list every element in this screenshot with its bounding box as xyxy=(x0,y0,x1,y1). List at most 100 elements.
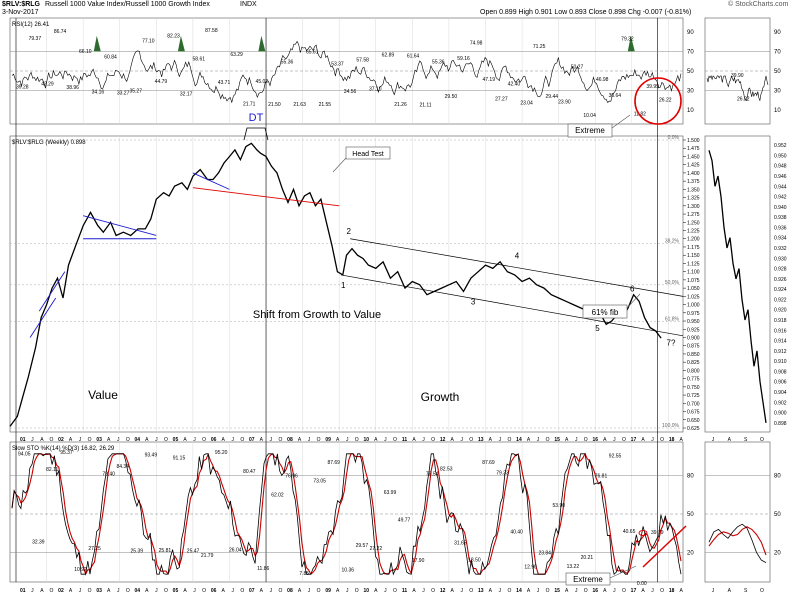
stochastic-value-label: 10.92 xyxy=(74,567,87,573)
stochastic-x-tick-label: O xyxy=(660,588,664,594)
rsi-overbought-fill xyxy=(258,35,266,52)
stochastic-value-label: 73.05 xyxy=(313,478,326,484)
stochastic-inset-x-tick-label: S xyxy=(744,588,748,594)
stochastic-value-label: 78.54 xyxy=(426,471,439,477)
price-x-tick-label: J xyxy=(193,437,196,443)
stochastic-value-label: 25.39 xyxy=(131,549,144,555)
price-x-tick-label: J xyxy=(537,437,540,443)
stochastic-x-tick-label: O xyxy=(126,588,130,594)
price-inset-y-tick-label: 0.912 xyxy=(774,349,787,355)
price-x-tick-label: J xyxy=(117,437,120,443)
price-x-tick-label: 05 xyxy=(173,437,179,443)
stochastic-red-marker xyxy=(638,530,648,536)
price-x-tick-label: A xyxy=(641,437,645,443)
extreme-callout-rsi: Extreme xyxy=(575,126,605,135)
price-y-tick-label: 1.225 xyxy=(687,229,700,235)
price-inset-y-tick-label: 0.928 xyxy=(774,267,787,273)
price-inset-y-tick-label: 0.926 xyxy=(774,277,787,283)
price-y-tick-label: 0.650 xyxy=(687,418,700,424)
price-y-tick-label: 1.400 xyxy=(687,171,700,177)
stochastic-x-tick-label: O xyxy=(546,588,550,594)
rsi-value-label: 86.74 xyxy=(54,29,67,35)
price-x-tick-label: 15 xyxy=(554,437,560,443)
stochastic-value-label: 80.47 xyxy=(243,469,256,475)
stochastic-x-tick-label: A xyxy=(183,588,187,594)
stochastic-value-label: 92.55 xyxy=(609,454,622,460)
stochastic-x-tick-label: 16 xyxy=(593,588,599,594)
price-y-tick-label: 0.875 xyxy=(687,344,700,350)
stochastic-inset-k-line xyxy=(708,523,767,563)
price-x-tick-label: A xyxy=(603,437,607,443)
price-x-tick-label: O xyxy=(546,437,550,443)
double-top-label: DT xyxy=(249,112,264,124)
extreme-callout-box-rsi xyxy=(567,123,613,138)
stochastic-x-tick-label: J xyxy=(231,588,234,594)
price-x-tick-label: A xyxy=(489,437,493,443)
rsi-value-label: 47.19 xyxy=(482,77,495,83)
rsi-value-label: 21.50 xyxy=(268,102,281,108)
price-x-tick-label: O xyxy=(469,437,473,443)
stochastic-x-tick-label: 03 xyxy=(96,588,102,594)
rsi-value-label: 62.89 xyxy=(382,52,395,58)
fib-callout-pointer xyxy=(626,293,641,309)
stochastic-x-tick-label: J xyxy=(270,588,273,594)
stochastic-x-tick-label: O xyxy=(88,588,92,594)
rsi-value-label: 43.71 xyxy=(218,80,231,86)
stochastic-x-tick-label: J xyxy=(308,588,311,594)
price-x-tick-label: O xyxy=(126,437,130,443)
price-x-tick-label: A xyxy=(412,437,416,443)
price-x-tick-label: O xyxy=(49,437,53,443)
stochastic-inset-x-tick-label: A xyxy=(728,588,732,594)
rsi-inset-y-tick-label: 10 xyxy=(774,108,781,114)
stochastic-value-label: 13.22 xyxy=(567,564,580,570)
rsi-overbought-fill xyxy=(93,35,101,52)
rsi-value-label: 79.32 xyxy=(621,36,634,42)
rsi-value-label: 34.16 xyxy=(92,90,105,96)
price-x-tick-label: J xyxy=(460,437,463,443)
chart-date: 3-Nov-2017 xyxy=(2,9,39,16)
stochastic-x-tick-label: 02 xyxy=(58,588,64,594)
price-x-tick-label: O xyxy=(317,437,321,443)
stochastic-x-tick-label: J xyxy=(422,588,425,594)
stochastic-x-tick-label: O xyxy=(317,588,321,594)
stochastic-x-tick-label: 15 xyxy=(554,588,560,594)
stochastic-x-tick-label: A xyxy=(222,588,226,594)
price-x-tick-label: 08 xyxy=(287,437,293,443)
price-x-tick-label: 09 xyxy=(325,437,331,443)
stochastic-x-tick-label: O xyxy=(49,588,53,594)
blue-channel-line xyxy=(29,297,57,338)
stochastic-x-tick-label: 13 xyxy=(478,588,484,594)
stochastic-value-label: 25.47 xyxy=(187,548,200,554)
stochastic-x-tick-label: J xyxy=(384,588,387,594)
blue-triangle-line xyxy=(83,215,157,236)
price-x-tick-label: A xyxy=(565,437,569,443)
channel-lower-line xyxy=(340,274,684,337)
rsi-value-label: 35.27 xyxy=(129,88,142,94)
price-y-tick-label: 0.950 xyxy=(687,319,700,325)
price-inset-y-tick-label: 0.942 xyxy=(774,195,787,201)
stochastic-value-label: 84.34 xyxy=(116,464,129,470)
stochastic-value-label: 40.65 xyxy=(623,529,636,535)
blue-channel-line xyxy=(38,271,66,312)
stochastic-value-label: 12.90 xyxy=(524,564,537,570)
price-x-tick-label: A xyxy=(374,437,378,443)
price-x-tick-label: 13 xyxy=(478,437,484,443)
rsi-value-label: 26.22 xyxy=(659,97,672,103)
stochastic-x-tick-label: A xyxy=(298,588,302,594)
stochastic-value-label: 25.81 xyxy=(159,548,172,554)
stochastic-value-label: 31.65 xyxy=(454,540,467,546)
index-description: Russell 1000 Value Index/Russell 1000 Gr… xyxy=(45,1,210,8)
rsi-value-label: 60.84 xyxy=(104,54,117,60)
price-inset-y-tick-label: 0.932 xyxy=(774,246,787,252)
price-x-tick-label: A xyxy=(69,437,73,443)
stochastic-value-label: 7.85 xyxy=(299,571,309,577)
price-inset-y-tick-label: 0.900 xyxy=(774,411,787,417)
stochastic-x-tick-label: J xyxy=(346,588,349,594)
price-x-tick-label: O xyxy=(507,437,511,443)
rsi-value-label: 37.10 xyxy=(369,87,382,93)
stochastic-x-tick-label: O xyxy=(584,588,588,594)
price-inset-line xyxy=(708,150,767,423)
price-y-tick-label: 1.250 xyxy=(687,220,700,226)
price-x-tick-label: J xyxy=(346,437,349,443)
